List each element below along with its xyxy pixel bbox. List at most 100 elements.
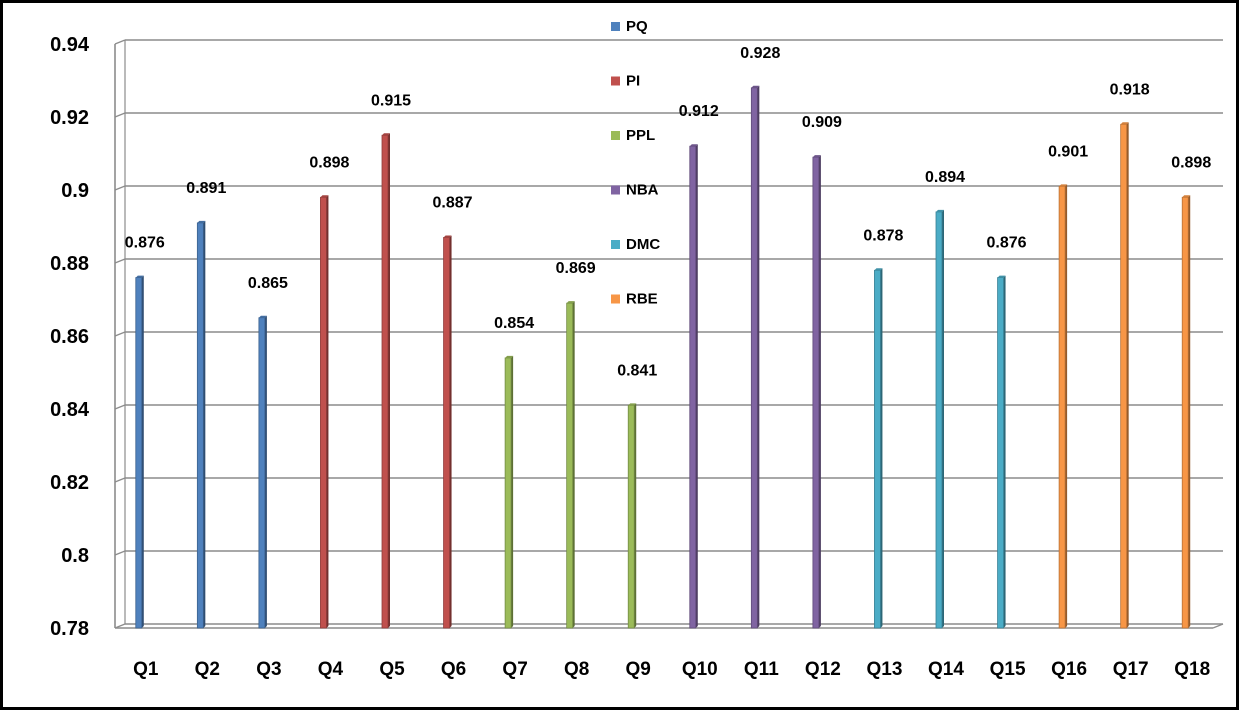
bar-front	[750, 87, 758, 629]
bar-q4	[320, 195, 329, 629]
legend-swatch	[611, 131, 620, 140]
bar-side	[449, 235, 452, 628]
floor-edge-side	[1212, 623, 1224, 629]
y-tick-label: 0.94	[50, 34, 90, 56]
x-tick-label: Q8	[564, 659, 589, 680]
data-label: 0.901	[1048, 143, 1088, 160]
bar-front	[381, 134, 389, 629]
data-label: 0.894	[925, 169, 965, 186]
bar-front	[1058, 185, 1066, 629]
legend-swatch	[611, 76, 620, 86]
bar-front	[874, 269, 881, 629]
bar-side	[141, 275, 144, 628]
bar-q17	[1120, 122, 1129, 629]
data-label: 0.909	[802, 114, 842, 131]
bar-top	[812, 155, 821, 158]
gridline-side	[114, 331, 126, 337]
bar-top	[874, 268, 883, 271]
bar-top	[505, 355, 514, 358]
x-tick-label: Q18	[1174, 659, 1210, 680]
bar-chart: 0.780.80.820.840.860.880.90.920.94 Q1 Q2 Q…	[50, 18, 1224, 680]
y-tick-label: 0.84	[50, 399, 90, 421]
bar-top	[997, 275, 1006, 278]
data-label: 0.878	[863, 227, 903, 244]
bar-q14	[935, 209, 944, 629]
data-label: 0.898	[1171, 154, 1211, 171]
bar-q8	[566, 301, 575, 629]
bar-front	[1120, 123, 1128, 629]
legend-swatch	[611, 22, 620, 31]
bar-side	[695, 144, 698, 628]
legend: PQ PI PPL NBA DMC RBE	[611, 18, 660, 308]
y-tick-label: 0.88	[50, 253, 89, 275]
data-label: 0.854	[494, 315, 534, 332]
legend-swatch	[611, 294, 620, 304]
data-label: 0.928	[740, 45, 780, 62]
gridline-side	[114, 185, 126, 191]
x-tick-label: Q16	[1051, 659, 1087, 680]
bar-side	[757, 85, 760, 629]
data-label: 0.876	[987, 235, 1027, 252]
x-tick-label: Q15	[990, 659, 1026, 680]
x-tick-label: Q13	[866, 659, 902, 680]
legend-item-pq: PQ	[611, 18, 648, 35]
bar-side	[942, 209, 944, 628]
data-label: 0.876	[125, 235, 165, 252]
data-label: 0.891	[186, 180, 226, 197]
bar-side	[326, 195, 329, 629]
data-label: 0.869	[556, 260, 596, 277]
bar-q7	[504, 355, 514, 629]
gridline-side	[114, 404, 126, 410]
legend-swatch	[611, 185, 620, 195]
data-label: 0.915	[371, 92, 411, 109]
bar-top	[197, 220, 206, 223]
y-tick-label: 0.78	[50, 618, 89, 640]
bar-q18	[1181, 195, 1191, 629]
bar-q16	[1058, 184, 1068, 629]
bar-top	[689, 144, 698, 147]
x-tick-label: Q12	[805, 659, 841, 680]
bar-q13	[874, 268, 883, 629]
data-label: 0.898	[309, 154, 349, 171]
bar-q3	[258, 315, 267, 629]
bar-front	[689, 145, 697, 629]
bar-q5	[381, 133, 390, 629]
data-label: 0.865	[248, 275, 288, 292]
bar-top	[628, 403, 637, 406]
x-tick-label: Q9	[626, 659, 651, 680]
bars	[135, 85, 1191, 629]
data-labels: 0.876 0.891 0.865 0.898 0.915 0.887 0.854 0.869…	[125, 45, 1212, 380]
gridline-side	[114, 477, 126, 483]
legend-label: PI	[626, 73, 640, 90]
bar-side	[1188, 195, 1191, 629]
legend-item-ppl: PPL	[611, 127, 655, 144]
legend-label: RBE	[626, 291, 658, 308]
y-tick-label: 0.9	[61, 180, 89, 202]
bar-q10	[689, 144, 698, 629]
bar-side	[634, 403, 637, 628]
bar-top	[1059, 184, 1068, 187]
y-tick-label: 0.86	[50, 326, 89, 348]
bar-top	[135, 275, 144, 278]
bar-side	[1003, 275, 1006, 628]
data-label: 0.918	[1110, 81, 1150, 98]
x-tick-label: Q10	[682, 659, 718, 680]
bar-side	[1126, 122, 1129, 629]
data-label: 0.841	[617, 362, 657, 379]
bar-top	[1120, 122, 1129, 125]
gridlines	[114, 39, 1224, 629]
gridline-side	[114, 39, 126, 45]
x-tick-label: Q2	[195, 659, 220, 680]
bar-q1	[135, 275, 144, 629]
bar-front	[997, 277, 1004, 629]
bar-side	[880, 268, 883, 628]
bar-q12	[812, 155, 821, 629]
bar-front	[1181, 196, 1189, 629]
data-label: 0.912	[679, 103, 719, 120]
gridline-side	[114, 112, 126, 118]
bar-side	[1065, 184, 1068, 628]
bar-front	[627, 404, 635, 629]
y-axis: 0.78 0.8 0.82 0.84 0.86 0.88 0.9 0.92 0.94	[50, 34, 126, 640]
x-tick-label: Q14	[928, 659, 964, 680]
